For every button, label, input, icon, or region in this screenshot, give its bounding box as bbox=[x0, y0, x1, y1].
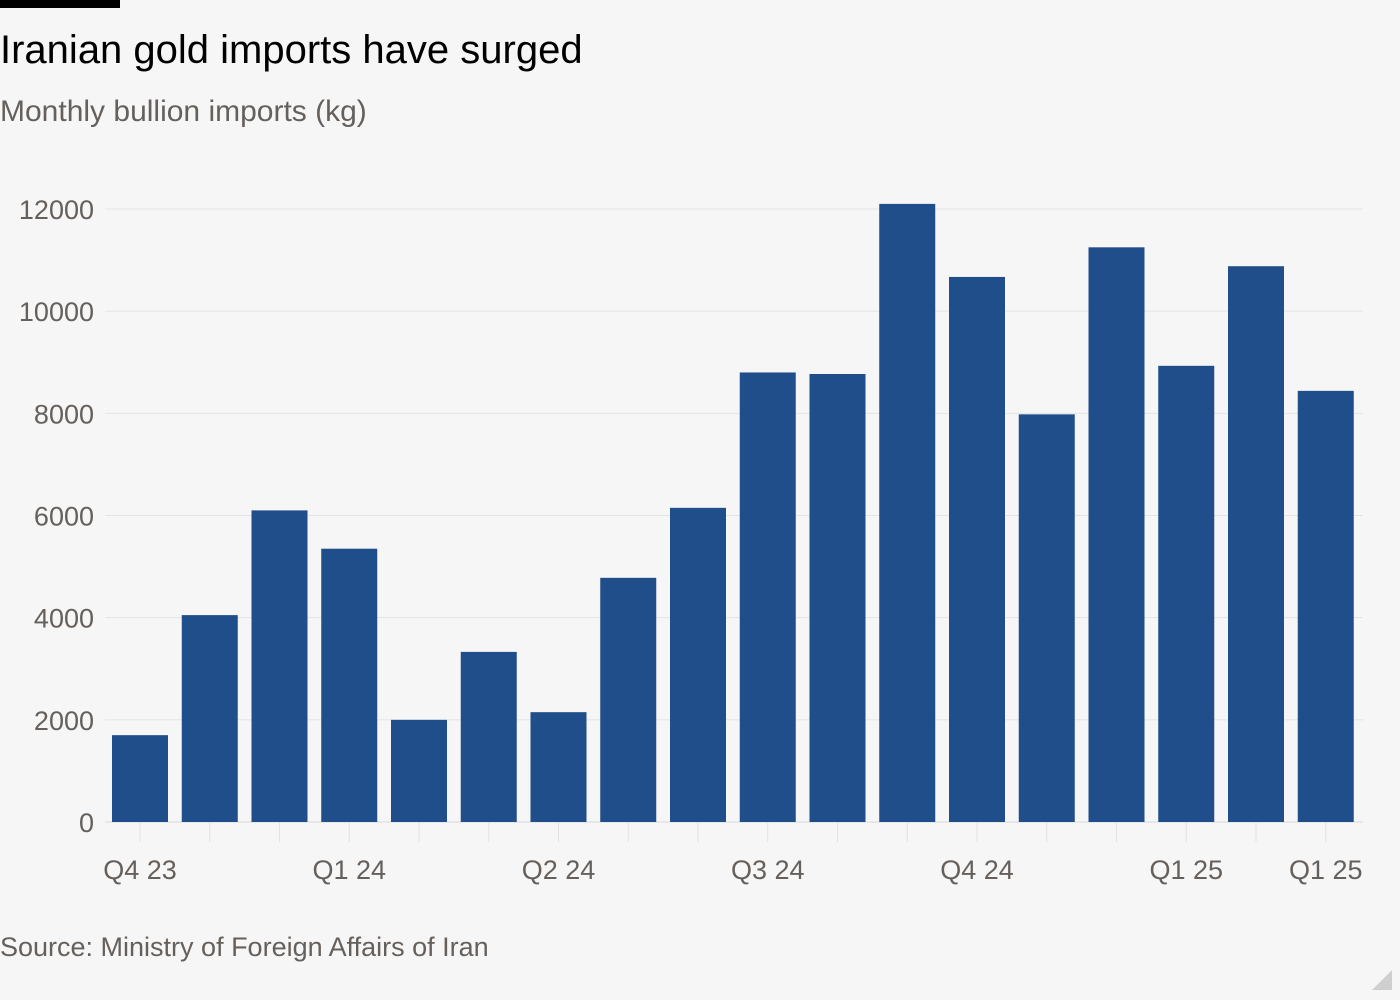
chart-title: Iranian gold imports have surged bbox=[0, 28, 583, 72]
x-tick-label: Q4 23 bbox=[103, 855, 177, 885]
source-note: Source: Ministry of Foreign Affairs of I… bbox=[0, 932, 489, 962]
y-tick-label: 8000 bbox=[34, 399, 94, 429]
bar bbox=[391, 719, 447, 822]
y-tick-label: 0 bbox=[79, 808, 94, 838]
y-axis-tick-labels: 0 2000 4000 6000 8000 10000 12000 bbox=[19, 195, 94, 838]
bar bbox=[879, 203, 936, 822]
bar bbox=[739, 372, 796, 822]
gridlines bbox=[105, 208, 1363, 823]
bar bbox=[1228, 266, 1284, 822]
y-tick-label: 10000 bbox=[19, 297, 94, 327]
bar bbox=[670, 507, 726, 822]
bar bbox=[321, 548, 378, 822]
bar bbox=[600, 577, 657, 822]
bar bbox=[949, 276, 1005, 823]
bar bbox=[1018, 414, 1075, 822]
y-tick-label: 2000 bbox=[34, 706, 94, 736]
x-tick-label: Q4 24 bbox=[940, 855, 1014, 885]
x-tick-label: Q2 24 bbox=[522, 855, 596, 885]
bar bbox=[1158, 365, 1215, 822]
bar bbox=[1088, 247, 1145, 822]
resize-corner-icon bbox=[1372, 970, 1392, 990]
bar bbox=[112, 735, 168, 822]
bar bbox=[809, 373, 866, 822]
bar-chart: 0 2000 4000 6000 8000 10000 12000 Q4 23 Q1 24 Q2… bbox=[19, 195, 1363, 885]
x-tick-label: Q3 24 bbox=[731, 855, 805, 885]
brand-top-bar bbox=[0, 0, 120, 8]
x-tick-label: Q1 24 bbox=[312, 855, 386, 885]
x-axis-ticks: Q4 23 Q1 24 Q2 24 Q3 24 Q4 24 Q1 25 Q1 25 bbox=[103, 822, 1363, 885]
x-tick-label: Q1 25 bbox=[1289, 855, 1363, 885]
bar bbox=[181, 615, 238, 822]
y-tick-label: 4000 bbox=[34, 604, 94, 634]
bar bbox=[530, 712, 587, 822]
x-tick-label: Q1 25 bbox=[1149, 855, 1223, 885]
bar bbox=[251, 510, 308, 822]
bar bbox=[1297, 390, 1354, 822]
y-tick-label: 6000 bbox=[34, 502, 94, 532]
bars bbox=[112, 203, 1354, 823]
chart-subtitle: Monthly bullion imports (kg) bbox=[0, 95, 367, 128]
bar bbox=[460, 651, 517, 822]
y-tick-label: 12000 bbox=[19, 195, 94, 225]
